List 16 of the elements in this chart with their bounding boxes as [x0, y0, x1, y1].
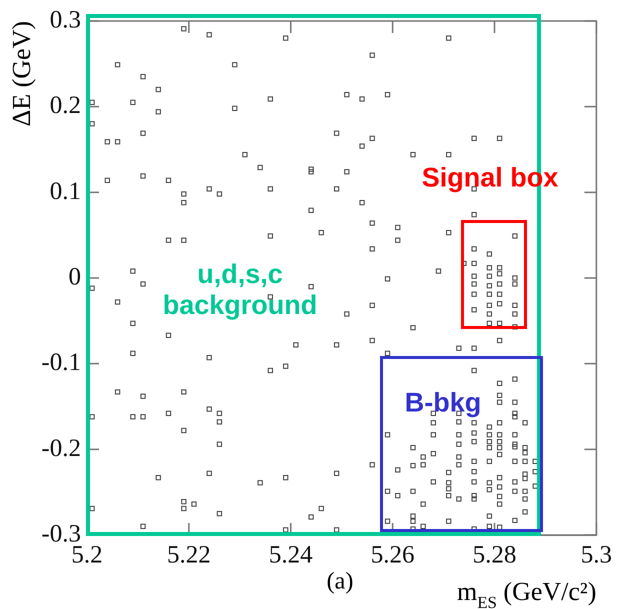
x-tick-label: 5.3 — [580, 542, 612, 569]
x-tick-label: 5.28 — [472, 542, 516, 569]
y-tick-label: 0.2 — [50, 92, 81, 120]
x-tick-label: 5.2 — [71, 542, 103, 569]
y-tick-label: -0.2 — [41, 434, 81, 462]
x-tick-label: 5.24 — [268, 542, 314, 569]
x-tick-label: 5.26 — [370, 542, 414, 569]
y-axis-title: ΔE (GeV) — [7, 20, 36, 127]
y-tick-label: 0 — [68, 264, 81, 291]
annotation: u,d,s,c background — [162, 259, 318, 321]
y-tick-label: 0.1 — [50, 178, 81, 205]
y-tick-label: 0.3 — [50, 6, 81, 34]
text: (a) — [326, 568, 354, 596]
annotation: B-bkg — [404, 388, 482, 418]
x-tick-label: 5.22 — [167, 542, 211, 569]
y-tick-label: -0.1 — [41, 349, 81, 376]
